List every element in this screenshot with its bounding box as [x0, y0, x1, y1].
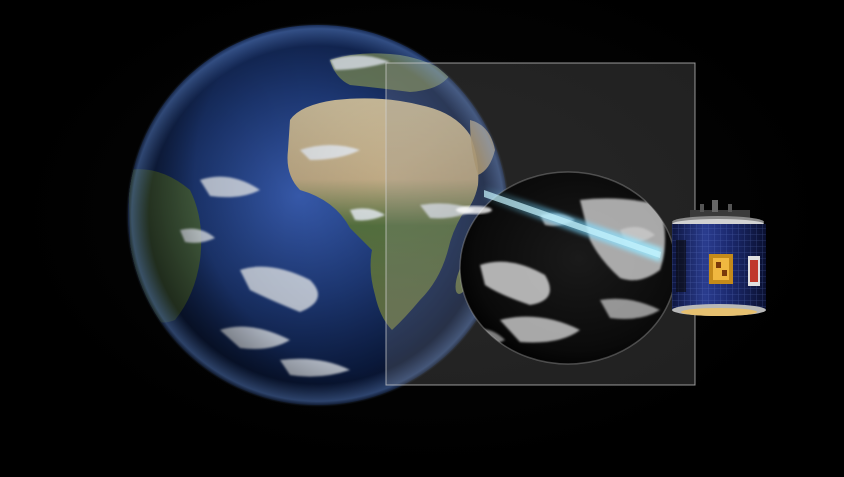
satellite — [672, 200, 766, 316]
scan-beam — [456, 186, 662, 262]
earth — [126, 23, 510, 407]
